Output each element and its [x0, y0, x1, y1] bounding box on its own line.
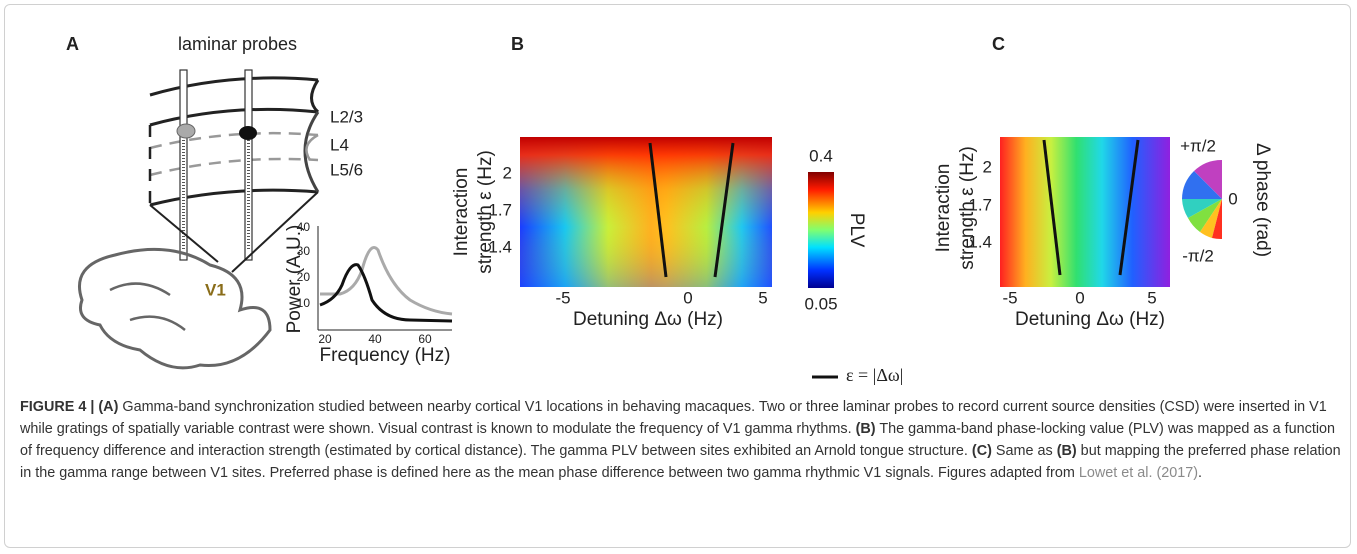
colorbar-max: 0.4	[809, 146, 833, 165]
caption-text: (B)	[855, 421, 876, 437]
x-tick-label: 5	[1147, 288, 1156, 307]
citation-link[interactable]: Lowet et al. (2017)	[1078, 465, 1199, 481]
caption-text: (C)	[971, 443, 992, 459]
colorbar-label: PLV	[846, 213, 867, 248]
y-label: Interaction	[451, 168, 472, 257]
y-label: Interaction	[933, 164, 954, 253]
x-tick-label: 0	[1075, 288, 1084, 307]
tongue-boundary	[713, 142, 735, 278]
tongue-boundary	[648, 142, 668, 278]
x-tick-label: -5	[1002, 288, 1017, 307]
cortex-slab	[149, 76, 320, 207]
y-tick-label: 1.4	[488, 237, 512, 256]
layer-label: L2/3	[330, 107, 363, 126]
inset-y-label: Power (A.U.)	[284, 225, 305, 334]
colorbar-max: +π/2	[1180, 136, 1216, 155]
heatmap	[1000, 137, 1170, 287]
caption-text: .	[1198, 465, 1203, 481]
x-tick-label: 0	[683, 288, 692, 307]
tongue-boundary	[1118, 139, 1140, 276]
caption-text: The gamma-band phase-locking value (PLV)…	[20, 421, 1336, 459]
y-label: strength ε (Hz)	[957, 146, 978, 270]
brain-outline	[77, 247, 272, 370]
colorbar-min: 0.05	[804, 294, 837, 313]
zoom-lines	[149, 191, 319, 273]
colorbar	[808, 172, 834, 288]
heatmap-overlay	[520, 137, 772, 287]
y-tick-label: 1.4	[968, 232, 992, 251]
panel-label: C	[992, 34, 1005, 54]
y-tick-label: 2	[503, 163, 512, 182]
caption-text: Same as	[991, 443, 1057, 459]
colorbar-min: -π/2	[1182, 246, 1214, 265]
figure: A laminar probes L2/3 L4 L5/6 V1 10 20 3…	[66, 34, 1273, 385]
caption-text: but mapping the preferred phase relation…	[20, 443, 1341, 481]
x-label: Detuning Δω (Hz)	[1015, 309, 1165, 330]
layer-label: L4	[330, 135, 349, 154]
brain-sulci	[109, 282, 186, 331]
colorbar-label: Δ phase (rad)	[1252, 143, 1273, 257]
x-label: Detuning Δω (Hz)	[573, 309, 723, 330]
layer-edges	[148, 125, 319, 205]
phase-fan	[1182, 159, 1222, 240]
panel-label: B	[511, 34, 524, 54]
panel-title: laminar probes	[178, 34, 297, 54]
area-label: V1	[205, 280, 226, 299]
layer-label: L5/6	[330, 160, 363, 179]
inset-y-tick: 40	[297, 220, 311, 234]
inset-x-tick: 60	[418, 332, 432, 346]
tongue-boundary	[1042, 139, 1062, 276]
x-tick-label: -5	[555, 288, 570, 307]
x-tick-label: 5	[758, 288, 767, 307]
probes	[176, 69, 257, 261]
inset-axes	[317, 226, 452, 331]
legend-label: ε = |Δω|	[846, 365, 903, 385]
spectrum-curve	[320, 246, 453, 316]
panel-label: A	[66, 34, 79, 54]
inset-y-tick: 30	[297, 244, 311, 258]
inset-x-tick: 20	[318, 332, 332, 346]
inset-y-tick: 10	[297, 296, 311, 310]
spectrum-curve	[319, 263, 453, 323]
layer-lines	[149, 131, 319, 177]
inset-y-tick: 20	[297, 270, 311, 284]
colorbar-mid: 0	[1228, 189, 1237, 208]
caption-text: (B)	[1056, 443, 1077, 459]
y-label: strength ε (Hz)	[475, 150, 496, 274]
caption-text: FIGURE 4 | (A)	[20, 399, 119, 415]
y-tick-label: 1.7	[968, 195, 992, 214]
y-tick-label: 2	[983, 157, 992, 176]
inset-x-label: Frequency (Hz)	[320, 345, 451, 366]
caption: FIGURE 4 | (A) Gamma-band synchronizatio…	[20, 396, 1342, 484]
inset-x-tick: 40	[368, 332, 382, 346]
y-tick-label: 1.7	[488, 200, 512, 219]
caption-text: Gamma-band synchronization studied betwe…	[20, 399, 1327, 437]
figure-frame	[4, 4, 1351, 548]
